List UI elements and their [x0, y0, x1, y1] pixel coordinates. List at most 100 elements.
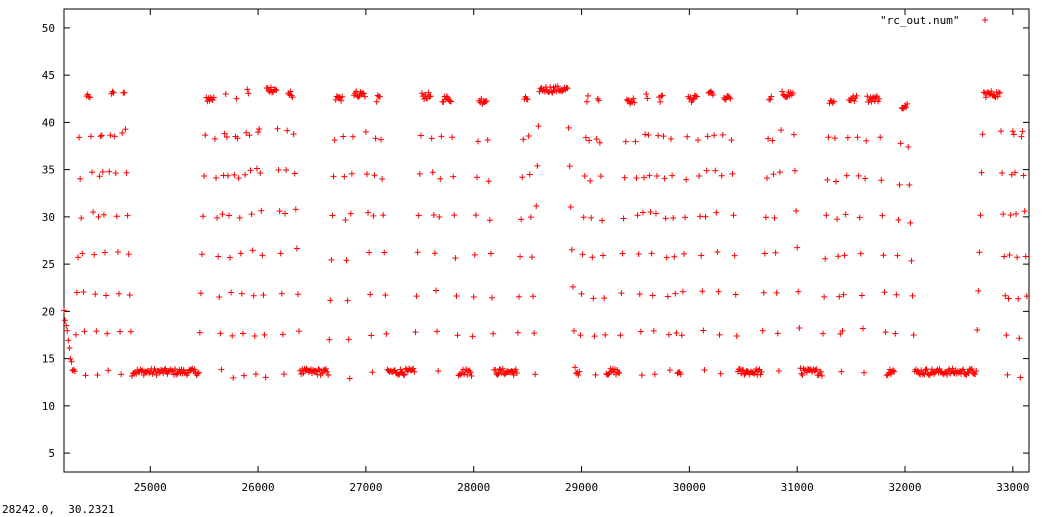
data-point — [830, 98, 837, 105]
data-point — [191, 366, 198, 373]
data-point — [251, 332, 258, 339]
data-point — [835, 253, 842, 260]
data-point — [841, 252, 848, 259]
data-point — [329, 212, 336, 219]
data-point — [717, 370, 724, 377]
data-point — [821, 293, 828, 300]
data-point — [704, 133, 711, 140]
data-point — [775, 367, 782, 374]
data-point — [61, 307, 67, 314]
legend-label: "rc_out.num" — [880, 14, 959, 27]
data-point — [890, 367, 897, 374]
data-point — [343, 257, 350, 264]
data-point — [379, 176, 386, 183]
data-point — [346, 375, 353, 382]
data-point — [672, 290, 679, 297]
data-point — [568, 246, 575, 253]
data-point — [361, 93, 368, 100]
data-point — [82, 372, 89, 379]
data-point — [223, 133, 230, 140]
data-point — [974, 326, 981, 333]
data-point — [622, 138, 629, 145]
data-point — [1008, 171, 1015, 178]
data-point — [289, 94, 296, 101]
data-point — [671, 253, 678, 260]
data-point — [373, 98, 380, 105]
data-point — [86, 94, 93, 101]
data-point — [75, 254, 82, 261]
data-point — [713, 209, 720, 216]
data-point — [64, 327, 71, 334]
data-point — [255, 129, 262, 136]
data-point — [464, 371, 471, 378]
data-point — [601, 295, 608, 302]
data-point — [662, 215, 669, 222]
data-point — [794, 244, 801, 251]
data-point — [344, 297, 351, 304]
data-point — [340, 133, 347, 140]
data-point — [813, 366, 820, 373]
y-tick-label: 45 — [42, 69, 55, 82]
data-point — [325, 371, 332, 378]
data-point — [1010, 131, 1017, 138]
data-point — [341, 173, 348, 180]
data-point — [652, 210, 659, 217]
data-point — [728, 137, 735, 144]
data-point — [1001, 253, 1008, 260]
data-point — [858, 292, 865, 299]
data-point — [415, 212, 422, 219]
data-point — [643, 91, 650, 98]
data-point — [977, 212, 984, 219]
data-point — [217, 330, 224, 337]
data-point — [698, 252, 705, 259]
data-point — [757, 371, 764, 378]
data-point — [632, 138, 639, 145]
data-point — [589, 254, 596, 261]
data-point — [400, 372, 407, 379]
data-point — [618, 290, 625, 297]
data-point — [534, 162, 541, 169]
data-point — [78, 215, 85, 222]
data-point — [596, 139, 603, 146]
data-point — [72, 331, 79, 338]
data-point — [655, 132, 662, 139]
data-point — [272, 86, 279, 93]
data-point — [755, 367, 762, 374]
data-point — [619, 250, 626, 257]
data-point — [595, 97, 602, 104]
data-point — [454, 332, 461, 339]
data-point — [680, 250, 687, 257]
plot-area[interactable]: 5 10 15 20 25 30 35 40 45 50 25000 26000 27000 28000… — [0, 0, 1064, 500]
data-point — [668, 135, 675, 142]
data-point — [101, 249, 108, 256]
data-point — [126, 292, 133, 299]
data-point — [646, 172, 653, 179]
data-point — [519, 174, 526, 181]
data-point — [907, 219, 914, 226]
data-point — [997, 128, 1004, 135]
data-point — [844, 134, 851, 141]
data-point — [525, 133, 532, 140]
data-point — [678, 332, 685, 339]
data-point — [714, 248, 721, 255]
data-point — [872, 94, 879, 101]
data-point — [331, 137, 338, 144]
y-tick-label: 15 — [42, 353, 55, 366]
data-point — [105, 367, 112, 374]
data-point — [427, 93, 434, 100]
data-point — [219, 211, 226, 218]
data-point — [949, 365, 956, 372]
y-tick-label: 50 — [42, 22, 55, 35]
data-point — [964, 369, 971, 376]
data-point — [90, 209, 97, 216]
data-point — [836, 293, 843, 300]
data-point — [347, 210, 354, 217]
data-point — [377, 136, 384, 143]
data-point — [490, 330, 497, 337]
data-point — [789, 89, 796, 96]
data-point — [494, 371, 501, 378]
data-point — [536, 88, 543, 95]
data-point — [670, 215, 677, 222]
data-point — [245, 90, 252, 97]
data-point — [523, 95, 530, 102]
